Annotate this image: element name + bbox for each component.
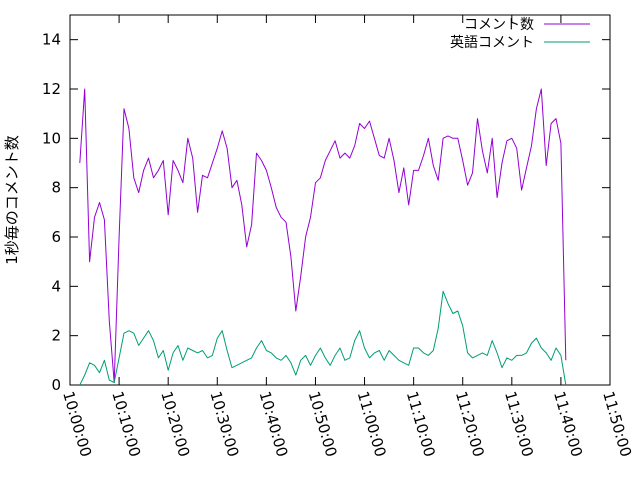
y-tick-label: 8: [51, 179, 61, 197]
x-tick-label: 11:00:00: [354, 389, 390, 459]
x-tick-label: 10:20:00: [157, 389, 193, 459]
x-tick-label: 11:30:00: [501, 389, 537, 459]
x-tick-label: 10:30:00: [206, 389, 242, 459]
x-tick-label: 10:10:00: [108, 389, 144, 459]
series-layer: [79, 88, 567, 386]
y-tick-label: 0: [51, 376, 61, 394]
x-tick-label: 11:10:00: [403, 389, 439, 459]
x-tick-label: 10:50:00: [305, 389, 341, 459]
plot-area-border: [69, 14, 611, 386]
series-line-0: [79, 88, 567, 383]
x-tick-label: 10:40:00: [256, 389, 292, 459]
x-axis: 10:00:00 10:10:00 10:20:00 10:30:00 10:40:00…: [59, 15, 635, 459]
y-tick-label: 6: [51, 228, 61, 246]
y-axis: 0 2 4 6 8 10 12 14: [42, 31, 610, 394]
legend-label: コメント数: [464, 17, 534, 33]
legend-label: 英語コメント: [450, 34, 534, 51]
y-tick-label: 10: [42, 129, 61, 147]
y-axis-label: 1秒毎のコメント数: [3, 135, 21, 265]
y-tick-label: 12: [42, 80, 61, 98]
x-tick-label: 11:50:00: [599, 389, 635, 459]
x-tick-label: 11:40:00: [550, 389, 586, 459]
y-tick-label: 4: [51, 277, 61, 295]
y-tick-label: 2: [51, 327, 61, 345]
y-tick-label: 14: [42, 31, 61, 49]
x-tick-label: 10:00:00: [59, 389, 95, 459]
series-line-1: [79, 290, 567, 386]
x-tick-label: 11:20:00: [452, 389, 488, 459]
